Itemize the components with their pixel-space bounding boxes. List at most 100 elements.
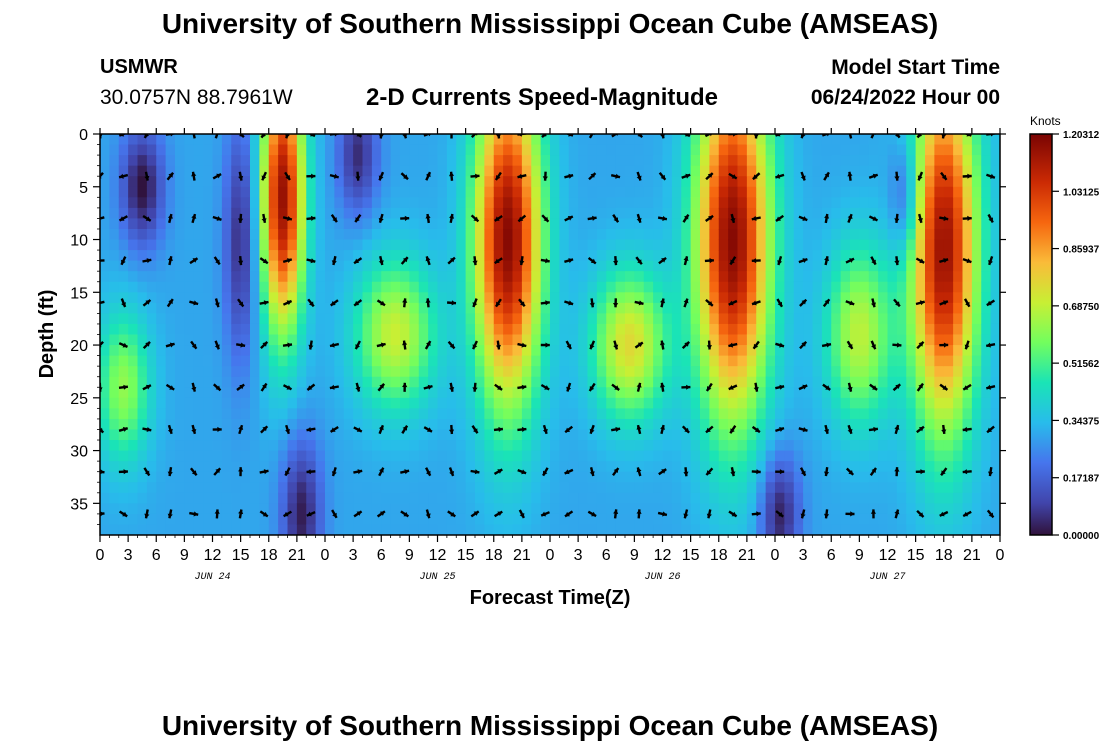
heat-cell [296, 440, 307, 452]
vector-arrow [870, 509, 876, 519]
heat-cell [221, 155, 232, 167]
heat-cell [231, 503, 242, 515]
heat-cell [428, 239, 439, 251]
heat-cell [521, 228, 532, 241]
heat-cell [184, 207, 195, 220]
heat-cell [250, 144, 260, 156]
heat-cell [221, 165, 232, 177]
heat-cell [540, 239, 551, 251]
heat-cell [662, 492, 673, 504]
heat-cell [418, 450, 429, 462]
heat-cell [671, 471, 682, 483]
vector-arrow [729, 425, 737, 434]
heat-cell [306, 387, 317, 399]
vector-arrow [564, 173, 574, 179]
heat-cell [371, 250, 382, 262]
heat-cell [559, 471, 570, 483]
heat-cell [728, 186, 739, 198]
heat-cell [503, 292, 514, 304]
vector-arrow [259, 510, 269, 518]
heat-cell [587, 144, 598, 156]
vector-arrow [144, 509, 150, 519]
heat-cell [953, 313, 964, 325]
heat-cell [896, 271, 907, 283]
heat-cell [240, 418, 251, 431]
heat-cell [653, 134, 664, 146]
heat-cell [212, 513, 223, 526]
heat-cell [934, 197, 945, 209]
heat-cell [653, 513, 664, 526]
heat-cell [381, 302, 392, 314]
heat-cell [821, 323, 832, 336]
heat-cell [156, 524, 167, 535]
vector-arrow [986, 509, 995, 519]
heat-cell [962, 397, 973, 409]
heat-cell [887, 471, 898, 483]
heat-cell [990, 228, 1000, 241]
heat-cell [596, 366, 607, 378]
heat-cell [587, 376, 598, 388]
heat-cell [484, 165, 495, 177]
heat-cell [428, 313, 439, 325]
heat-cell [606, 313, 617, 325]
heat-cell [953, 134, 964, 146]
heat-cell [700, 281, 710, 293]
vector-arrow [331, 255, 337, 266]
heat-cell [475, 524, 485, 535]
heat-cell [231, 440, 242, 452]
heat-cell [765, 334, 776, 346]
heat-cell [306, 155, 317, 167]
heat-cell [718, 461, 729, 473]
heat-cell [268, 260, 279, 272]
heat-cell [484, 513, 495, 526]
heat-cell [662, 197, 673, 209]
vector-arrow [846, 340, 854, 350]
heat-cell [128, 408, 139, 420]
heat-cell [362, 292, 373, 304]
vector-arrow [986, 299, 996, 307]
heat-cell [709, 450, 720, 462]
heat-cell [718, 334, 729, 346]
heat-cell [953, 366, 964, 378]
heat-cell [353, 387, 364, 399]
vector-arrow [753, 134, 759, 139]
heat-cell [315, 524, 326, 535]
heat-cell [812, 524, 823, 535]
heat-cell [634, 281, 645, 293]
heat-cell [831, 345, 842, 357]
heat-cell [334, 513, 345, 526]
heat-cell [550, 440, 560, 452]
vector-arrow [425, 171, 432, 181]
heat-cell [531, 176, 542, 188]
heat-cell [981, 197, 992, 209]
heat-cell [146, 450, 157, 462]
heat-cell [568, 313, 579, 325]
heat-cell [465, 207, 476, 220]
heat-cell [821, 334, 832, 346]
footer-title: University of Southern Mississippi Ocean… [161, 710, 939, 741]
vector-arrow [964, 340, 970, 350]
heat-cell [784, 397, 795, 409]
vector-arrow [355, 382, 361, 392]
vector-arrow [378, 424, 385, 435]
heat-cell [193, 429, 204, 441]
heat-cell [775, 207, 785, 220]
heat-cell [306, 207, 317, 220]
heat-cell [109, 345, 120, 357]
heat-cell [906, 418, 917, 431]
heat-cell [962, 144, 973, 156]
heat-cell [887, 482, 898, 494]
heat-cell [503, 429, 514, 441]
heat-cell [718, 482, 729, 494]
heat-cell [634, 218, 645, 230]
heat-cell [521, 250, 532, 262]
heat-cell [718, 366, 729, 378]
heat-cell [118, 492, 129, 504]
heat-cell [259, 250, 270, 262]
heat-cell [193, 492, 204, 504]
heat-cell [475, 334, 485, 346]
heat-cell [850, 492, 860, 504]
heat-cell [587, 323, 598, 336]
heat-cell [887, 524, 898, 535]
heat-cell [671, 323, 682, 336]
